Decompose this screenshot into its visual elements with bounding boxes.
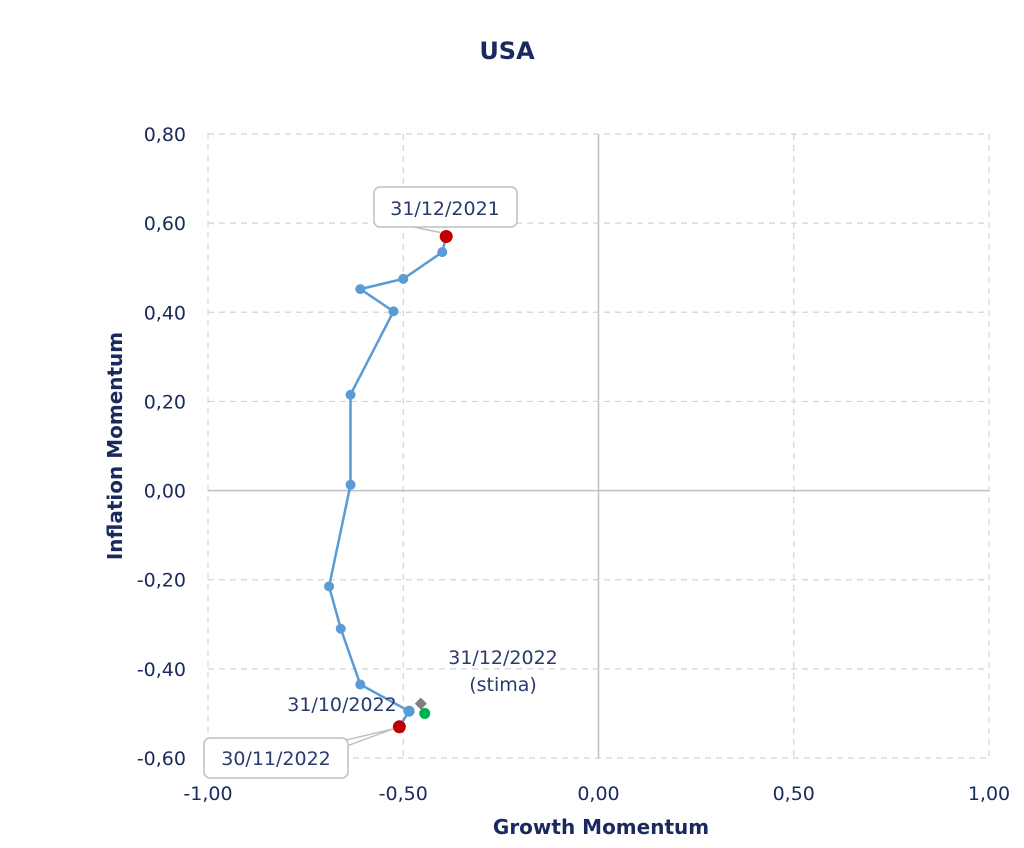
y-tick-label: 0,00 <box>144 481 186 503</box>
point-label: 31/10/2022 <box>287 694 397 716</box>
callout-box <box>203 737 349 779</box>
y-tick-label: -0,20 <box>137 570 186 592</box>
series-line <box>327 236 448 728</box>
callout-label: 30/11/2022 <box>221 748 331 770</box>
y-tick-label: -0,40 <box>137 659 186 681</box>
y-tick-label: 0,80 <box>144 124 186 146</box>
x-tick-label: -0,50 <box>379 783 428 805</box>
series-point <box>345 389 356 400</box>
series-point <box>345 479 356 490</box>
y-tick-label: -0,60 <box>137 748 186 770</box>
annotations: 31/12/2021 31/10/2022 30/11/2022 31/12/2022… <box>203 186 558 779</box>
estimate-label-line: 31/12/2022 <box>448 647 558 669</box>
highlight-point <box>403 705 415 717</box>
x-tick-label: -1,00 <box>183 783 232 805</box>
series-point <box>355 679 366 690</box>
x-tick-label: 0,50 <box>773 783 815 805</box>
series-layer <box>324 230 453 734</box>
highlight-point <box>392 720 406 734</box>
y-tick-label: 0,40 <box>144 302 186 324</box>
estimate-label: 31/12/2022 (stima) <box>448 647 558 696</box>
highlight-point <box>419 707 431 719</box>
series-point <box>335 623 346 634</box>
series-point <box>324 581 335 592</box>
highlight-point <box>439 230 453 244</box>
estimate-diamond-marker <box>414 697 427 710</box>
series-point <box>355 284 366 295</box>
y-tick-label: 0,60 <box>144 213 186 235</box>
callout-box <box>373 186 518 228</box>
x-axis-title: Growth Momentum <box>493 815 709 839</box>
grid-layer <box>207 133 990 759</box>
callout-label: 31/12/2021 <box>390 198 500 220</box>
estimate-label-line: (stima) <box>469 674 537 696</box>
y-tick-label: 0,20 <box>144 391 186 413</box>
x-tick-label: 0,00 <box>577 783 619 805</box>
series-point <box>388 306 399 317</box>
chart-title: USA <box>479 37 535 65</box>
x-tick-label: 1,00 <box>968 783 1010 805</box>
y-axis-title: Inflation Momentum <box>103 332 127 560</box>
series-point <box>437 247 448 258</box>
tick-labels: -1,00 -0,50 0,00 0,50 1,00 -0,60 -0,40 -0,20 0,0… <box>137 124 1010 805</box>
series-point <box>398 273 409 284</box>
